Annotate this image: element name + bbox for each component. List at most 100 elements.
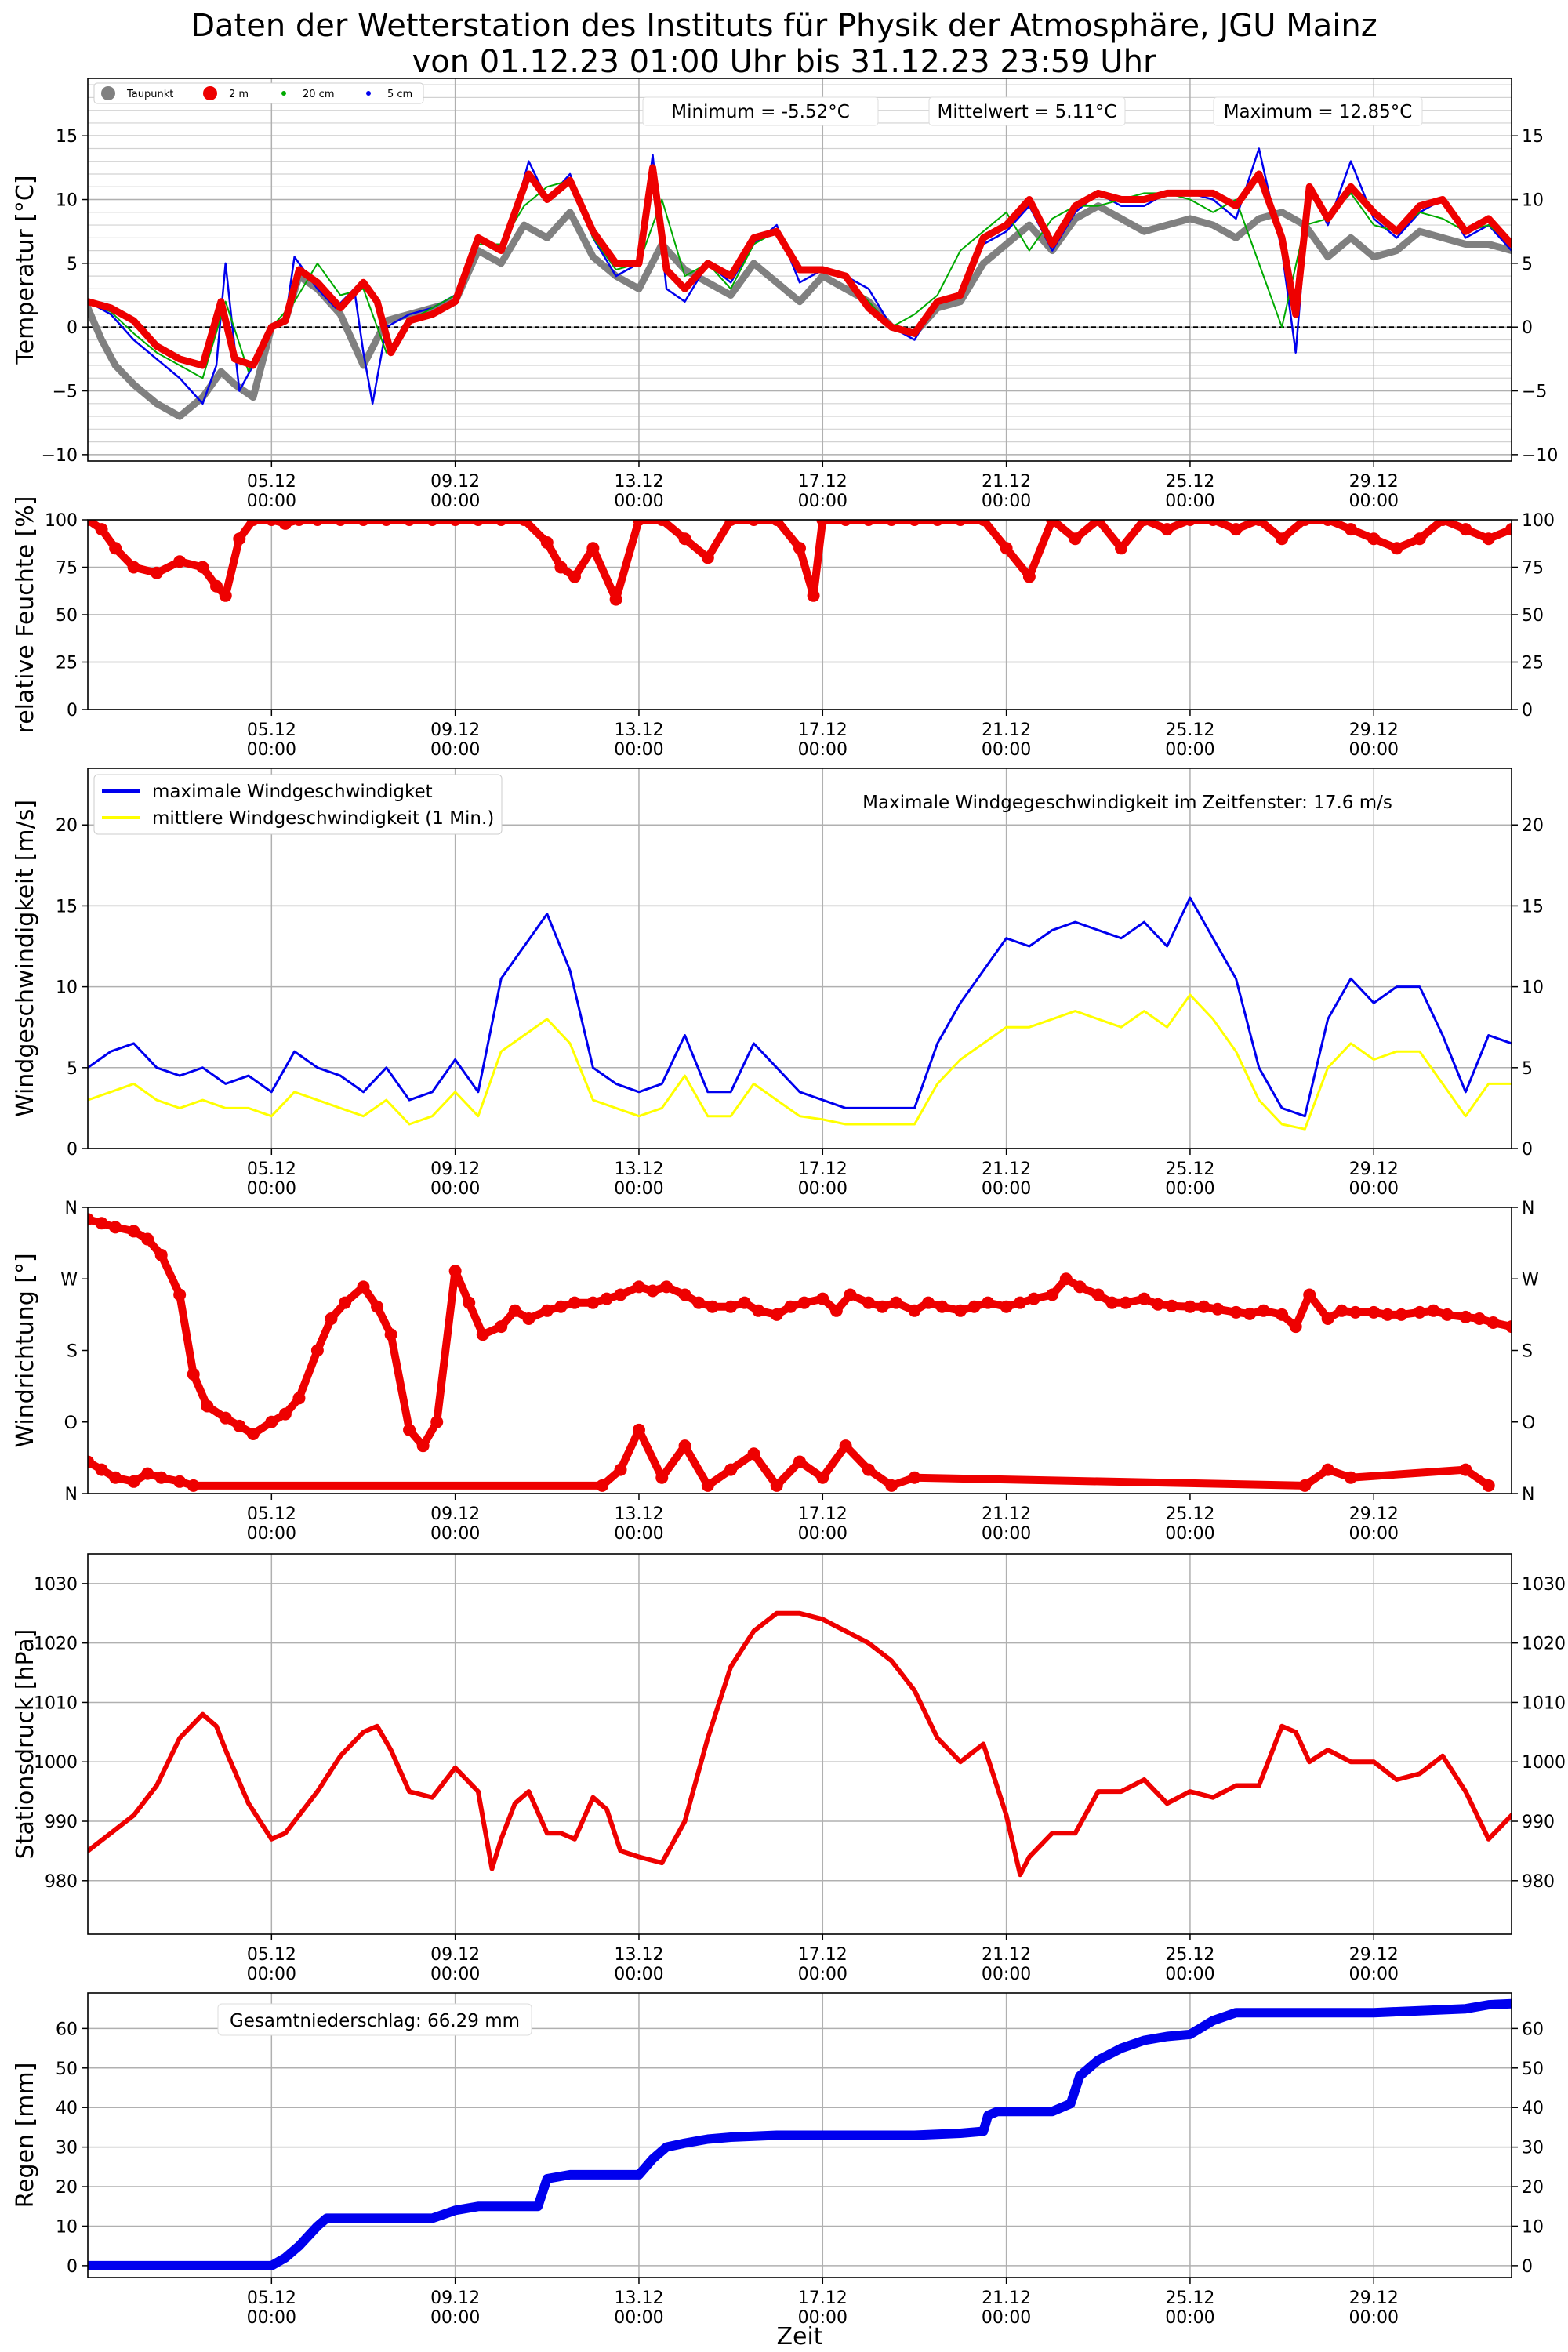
y-tick-label: −5 [53, 383, 78, 402]
y-tick-label: N [1522, 1199, 1534, 1218]
series-line [88, 147, 1512, 405]
y-tick-label: −5 [1522, 383, 1547, 402]
max-wind-annotation: Maximale Windgegeschwindigkeit im Zeitfe… [862, 793, 1392, 813]
x-tick-label: 29.12 [1349, 1945, 1399, 1965]
series-group-wind_speed [88, 896, 1512, 1131]
x-tick-label: 21.12 [982, 1160, 1031, 1179]
annotation-box [217, 2003, 532, 2036]
x-tick-label: 05.12 [247, 1504, 296, 1524]
x-tick-label: 00:00 [982, 2308, 1031, 2328]
y-tick-label: 10 [1522, 191, 1544, 211]
y-tick-label: 50 [56, 606, 78, 626]
y-tick-label: 1020 [1522, 1635, 1566, 1654]
legend: maximale Windgeschwindigket mittlere Wind… [93, 774, 503, 835]
x-tick-label: 05.12 [247, 472, 296, 492]
series-trace [88, 1215, 1512, 1450]
y-tick-label: 10 [1522, 2217, 1544, 2237]
x-tick-label: 00:00 [1165, 1524, 1214, 1544]
x-tick-label: 00:00 [982, 1965, 1031, 1984]
chart-title: Daten der Wetterstation des Instituts fü… [0, 8, 1568, 80]
series-group-temperature [88, 147, 1512, 420]
legend: Taupunkt 2 m 20 cm 5 cm [93, 82, 424, 104]
y-tick-label: 50 [1522, 2060, 1544, 2079]
x-tick-label: 00:00 [247, 1179, 296, 1199]
y-tick-label: 75 [56, 559, 78, 579]
x-tick-label: 09.12 [430, 472, 480, 492]
x-tick-label: 17.12 [798, 1504, 848, 1524]
y-tick-label: 1020 [34, 1635, 78, 1654]
x-tick-label: 00:00 [982, 492, 1031, 511]
x-tick-label: 00:00 [798, 492, 848, 511]
y-tick-label: 0 [67, 701, 78, 720]
y-tick-label: 15 [56, 127, 78, 147]
x-tick-label: 00:00 [798, 1179, 848, 1199]
x-tick-label: 17.12 [798, 1160, 848, 1179]
x-tick-label: 13.12 [614, 1160, 663, 1179]
y-axis-label: Temperatur [°C] [12, 175, 39, 365]
series-line [88, 896, 1512, 1118]
y-tick-label: 60 [1522, 2020, 1544, 2039]
x-tick-label: 00:00 [982, 1179, 1031, 1199]
chart-title-line2: von 01.12.23 01:00 Uhr bis 31.12.23 23:5… [412, 44, 1156, 80]
y-tick-label: 1010 [1522, 1693, 1566, 1713]
legend-marker [203, 86, 217, 100]
x-tick-label: 13.12 [614, 472, 663, 492]
x-tick-label: 00:00 [430, 740, 480, 760]
panel-temperature: 05.1200:0009.1200:0013.1200:0017.1200:00… [12, 78, 1558, 511]
y-tick-label: 5 [67, 1059, 78, 1079]
series-group-wind_direction [88, 1213, 1512, 1492]
legend-label: mittlere Windgeschwindigkeit (1 Min.) [152, 808, 494, 829]
x-tick-label: 29.12 [1349, 1504, 1399, 1524]
x-tick-label: 17.12 [798, 1945, 848, 1965]
annotation-box [642, 96, 879, 126]
x-tick-label: 13.12 [614, 1945, 663, 1965]
x-tick-label: 00:00 [1349, 2308, 1399, 2328]
total-rain-annotation: Gesamtniederschlag: 66.29 mm [230, 2011, 520, 2031]
x-tick-label: 09.12 [430, 720, 480, 740]
legend-label: 20 cm [303, 89, 335, 100]
x-tick-label: 09.12 [430, 2288, 480, 2308]
x-tick-label: 17.12 [798, 472, 848, 492]
y-tick-label: 5 [67, 255, 78, 274]
y-tick-label: −10 [42, 446, 78, 466]
y-tick-label: 990 [1522, 1813, 1555, 1832]
y-tick-label: 20 [1522, 816, 1544, 836]
x-tick-label: 00:00 [614, 492, 663, 511]
x-tick-label: 21.12 [982, 2288, 1031, 2308]
x-tick-label: 25.12 [1165, 2288, 1214, 2308]
x-tick-label: 29.12 [1349, 720, 1399, 740]
y-tick-label: 20 [56, 2178, 78, 2198]
y-axis-label: Windgeschwindigkeit [m/s] [12, 800, 39, 1117]
x-tick-label: 17.12 [798, 720, 848, 740]
x-tick-label: 25.12 [1165, 1160, 1214, 1179]
x-tick-label: 25.12 [1165, 1504, 1214, 1524]
x-tick-label: 00:00 [982, 740, 1031, 760]
legend-label: 5 cm [387, 89, 412, 100]
y-axis-label: Windrichtung [°] [12, 1253, 39, 1447]
y-tick-label: 25 [1522, 654, 1544, 673]
x-tick-label: 00:00 [247, 740, 296, 760]
x-tick-label: 00:00 [798, 740, 848, 760]
legend-marker [366, 91, 371, 96]
series-group-rain [88, 1998, 1512, 2270]
legend-box [93, 774, 503, 835]
legend-box [93, 82, 424, 104]
y-tick-label: W [60, 1270, 78, 1290]
x-tick-label: 21.12 [982, 472, 1031, 492]
y-tick-label: 1000 [1522, 1753, 1566, 1773]
panel-rain: 05.1200:0009.1200:0013.1200:0017.1200:00… [12, 1992, 1544, 2350]
series-line [88, 993, 1512, 1131]
x-tick-label: 00:00 [1349, 740, 1399, 760]
plot-frame [87, 1992, 1512, 2278]
x-tick-label: 00:00 [614, 740, 663, 760]
x-tick-label: 00:00 [430, 1524, 480, 1544]
x-tick-label: 13.12 [614, 1504, 663, 1524]
annotation-box [928, 96, 1126, 126]
y-tick-label: W [1522, 1270, 1539, 1290]
y-tick-label: 10 [56, 2217, 78, 2237]
x-tick-label: 21.12 [982, 1945, 1031, 1965]
y-tick-label: S [67, 1342, 78, 1362]
y-tick-label: −10 [1522, 446, 1558, 466]
x-tick-label: 00:00 [430, 492, 480, 511]
y-tick-label: 0 [67, 318, 78, 338]
